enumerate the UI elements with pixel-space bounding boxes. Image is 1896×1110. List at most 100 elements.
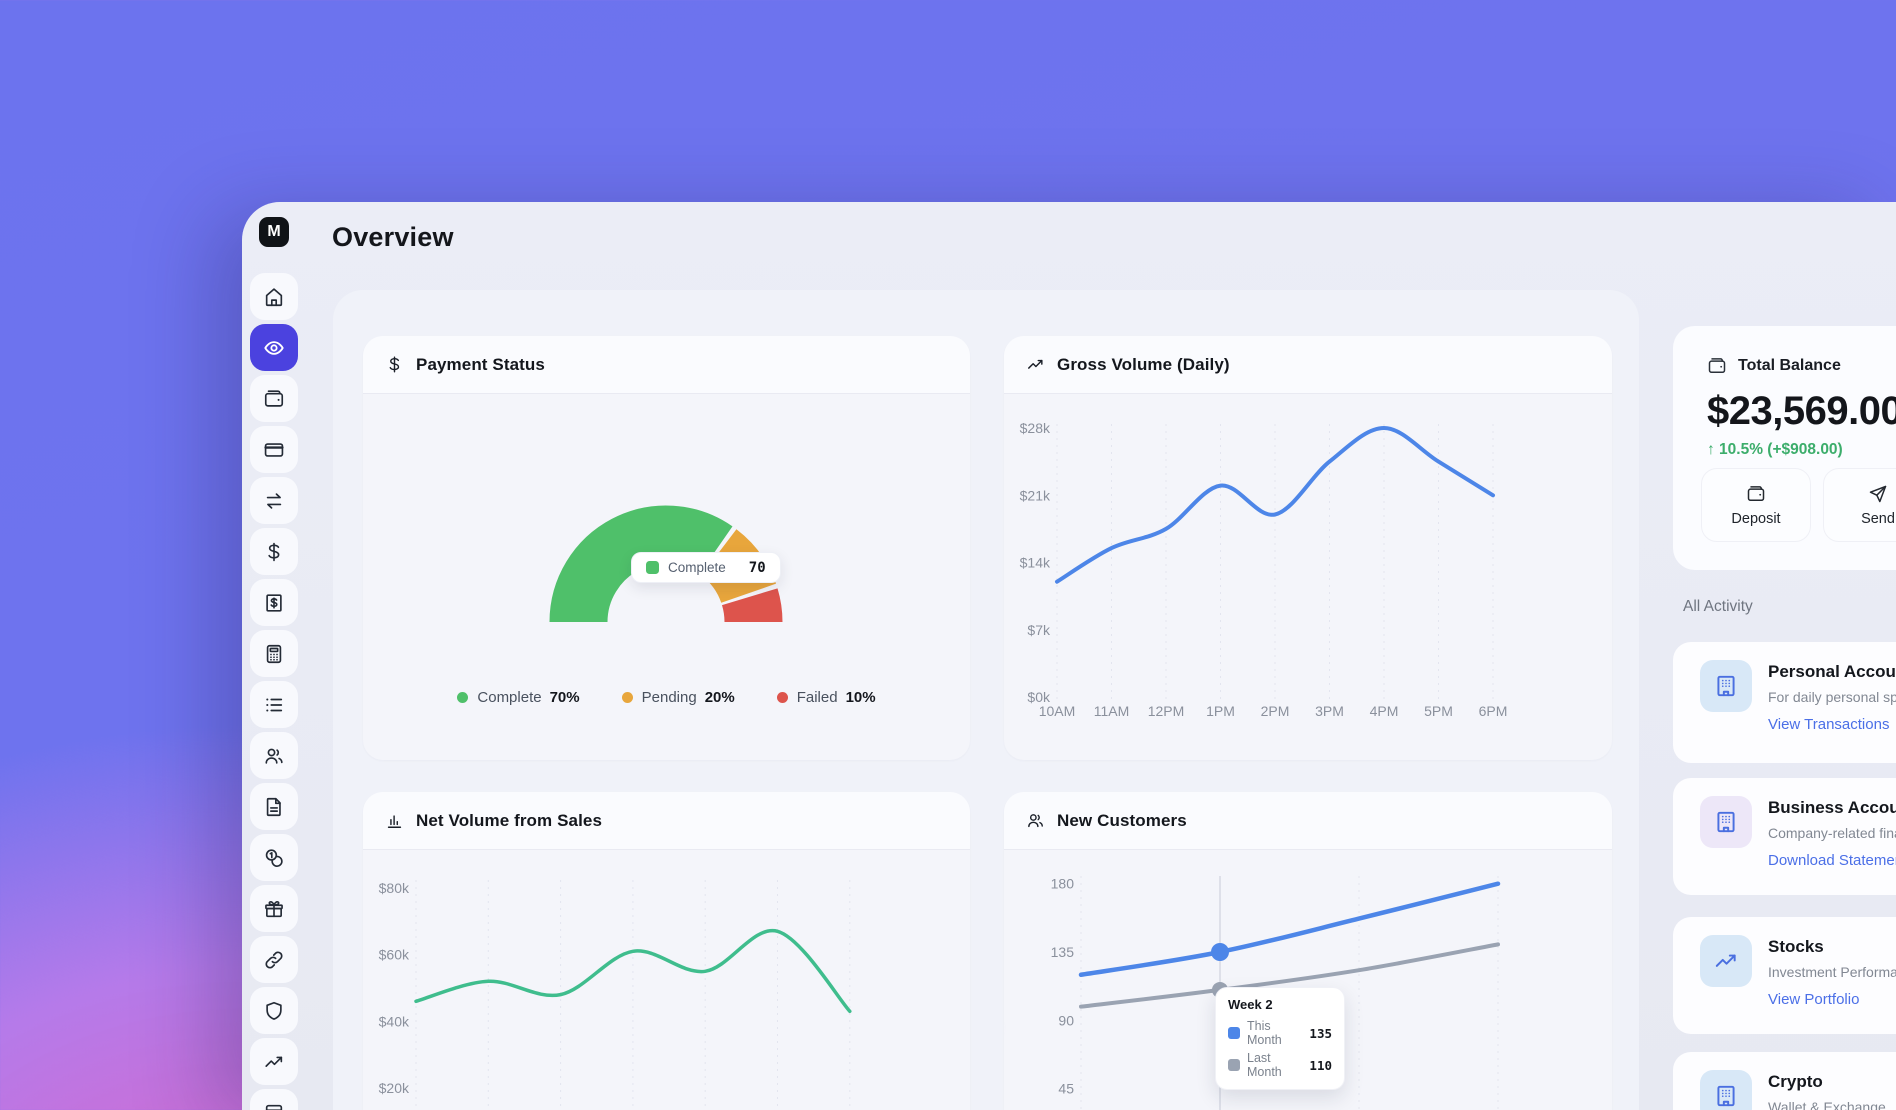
gift-icon — [265, 900, 283, 917]
activity-subtitle: Company-related finances — [1768, 825, 1896, 841]
sidebar — [250, 273, 298, 1110]
sidebar-item-payments[interactable] — [250, 528, 298, 575]
svg-text:10AM: 10AM — [1039, 703, 1076, 719]
svg-text:$28k: $28k — [1020, 420, 1051, 436]
sidebar-item-cards[interactable] — [250, 426, 298, 473]
legend-label: Pending — [641, 689, 697, 706]
svg-text:$21k: $21k — [1020, 487, 1051, 503]
icon-tile — [1700, 796, 1752, 848]
gross-volume-chart[interactable]: $28k $21k $14k $7k $0k 10AM 11AM 12PM 1PM 2PM 3PM 4… — [1004, 394, 1612, 760]
trending-up-icon — [265, 1056, 283, 1067]
activity-item-crypto[interactable]: Crypto Wallet & Exchange — [1673, 1052, 1896, 1110]
sidebar-item-links[interactable] — [250, 936, 298, 983]
new-customers-chart[interactable]: 180 135 90 45 Week 2 This Month 135 Last Mon… — [1004, 850, 1612, 1110]
total-balance-card: Total Balance $23,569.00 ↑ 10.5% (+$908.… — [1673, 326, 1896, 570]
svg-text:$14k: $14k — [1020, 555, 1051, 571]
card-title: Net Volume from Sales — [416, 810, 603, 830]
icon-tile — [1700, 935, 1752, 987]
calculator-icon — [266, 644, 282, 663]
sidebar-item-invoices[interactable] — [250, 579, 298, 626]
activity-title: Stocks — [1768, 937, 1824, 956]
svg-text:45: 45 — [1058, 1081, 1074, 1097]
sidebar-item-overview[interactable] — [250, 324, 298, 371]
link-icon — [265, 950, 283, 969]
sidebar-item-home[interactable] — [250, 273, 298, 320]
svg-text:12PM: 12PM — [1148, 703, 1185, 719]
tooltip-row: Last Month 110 — [1228, 1051, 1332, 1079]
app-window: M Overview Payment Status — [242, 202, 1896, 1110]
sidebar-item-documents[interactable] — [250, 783, 298, 830]
sidebar-item-customers[interactable] — [250, 732, 298, 779]
eye-icon — [264, 340, 284, 355]
users-icon — [1028, 814, 1043, 828]
card-title: Payment Status — [416, 354, 545, 374]
activity-item-personal-account[interactable]: Personal Account For daily personal spen… — [1673, 642, 1896, 763]
net-volume-chart[interactable]: $80k $60k $40k $20k — [363, 850, 970, 1110]
activity-link[interactable]: View Transactions — [1768, 716, 1890, 733]
balance-change: ↑ 10.5% (+$908.00) — [1707, 441, 1843, 458]
series-swatch — [1228, 1027, 1240, 1039]
series-swatch — [1228, 1059, 1240, 1071]
svg-text:$40k: $40k — [379, 1013, 410, 1029]
svg-text:180: 180 — [1051, 876, 1075, 892]
gauge-chart[interactable]: Complete 70 Complete 70% Pending 20% Faile… — [363, 394, 970, 760]
sidebar-item-coins[interactable] — [250, 834, 298, 881]
legend-value: 20% — [704, 689, 735, 706]
sidebar-item-lists[interactable] — [250, 681, 298, 728]
legend-item-complete: Complete 70% — [457, 689, 580, 706]
sidebar-item-transfers[interactable] — [250, 477, 298, 524]
legend-value: 10% — [845, 689, 876, 706]
chart-tooltip: Week 2 This Month 135 Last Month 110 — [1215, 987, 1345, 1090]
activity-subtitle: Wallet & Exchange — [1768, 1099, 1886, 1110]
svg-text:5PM: 5PM — [1424, 703, 1453, 719]
sidebar-item-calculator[interactable] — [250, 630, 298, 677]
balance-amount: $23,569.00 — [1707, 389, 1896, 433]
svg-text:6PM: 6PM — [1479, 703, 1508, 719]
tooltip-title: Week 2 — [1228, 997, 1273, 1012]
series-label: This Month — [1247, 1019, 1282, 1047]
svg-text:$20k: $20k — [379, 1080, 410, 1096]
activity-link[interactable]: Download Statements — [1768, 852, 1896, 869]
deposit-button[interactable]: Deposit — [1701, 468, 1811, 542]
legend-dot — [776, 692, 788, 703]
sidebar-item-analytics[interactable] — [250, 1038, 298, 1085]
send-icon — [1869, 485, 1887, 502]
legend-label: Complete — [477, 689, 542, 706]
activity-link[interactable]: View Portfolio — [1768, 991, 1860, 1008]
deposit-label: Deposit — [1731, 510, 1781, 527]
legend-item-pending: Pending 20% — [621, 689, 735, 706]
receipt-dollar-icon — [266, 593, 282, 612]
svg-text:11AM: 11AM — [1094, 703, 1130, 719]
activity-title: Personal Account — [1768, 662, 1896, 681]
gross-volume-card: Gross Volume (Daily) $28k $21k $14k $7k $0k 1… — [1004, 336, 1612, 760]
sidebar-item-apps[interactable] — [250, 1089, 298, 1110]
activity-item-stocks[interactable]: Stocks Investment Performance View Portf… — [1673, 917, 1896, 1034]
activity-item-business-account[interactable]: Business Account Company-related finance… — [1673, 778, 1896, 895]
series-label: Last Month — [1247, 1051, 1282, 1079]
legend-dot — [621, 692, 633, 703]
svg-text:$0k: $0k — [1027, 689, 1051, 705]
net-volume-card: Net Volume from Sales $80k $60k $40k $20k — [363, 792, 970, 1110]
activity-title: Business Account — [1768, 798, 1896, 817]
legend-value: 70% — [549, 689, 580, 706]
card-title: Gross Volume (Daily) — [1057, 354, 1230, 374]
svg-text:3PM: 3PM — [1315, 703, 1344, 719]
send-button[interactable]: Send — [1823, 468, 1896, 542]
dashboard-content: Payment Status Complete 70 Complete 70% P… — [333, 290, 1639, 1110]
svg-text:90: 90 — [1058, 1012, 1074, 1028]
payment-legend: Complete 70% Pending 20% Failed 10% — [363, 689, 970, 706]
series-value: 110 — [1309, 1057, 1332, 1073]
tooltip-row: This Month 135 — [1228, 1019, 1332, 1047]
sidebar-item-security[interactable] — [250, 987, 298, 1034]
credit-card-icon — [264, 442, 284, 457]
payment-status-header: Payment Status — [363, 336, 970, 394]
building-icon — [1717, 811, 1735, 833]
activity-title: Crypto — [1768, 1072, 1823, 1091]
home-icon — [265, 287, 283, 306]
gauge-tooltip: Complete 70 — [631, 552, 781, 583]
sidebar-item-wallet[interactable] — [250, 375, 298, 422]
sidebar-item-rewards[interactable] — [250, 885, 298, 932]
app-logo[interactable]: M — [259, 217, 289, 247]
send-label: Send — [1861, 510, 1895, 527]
